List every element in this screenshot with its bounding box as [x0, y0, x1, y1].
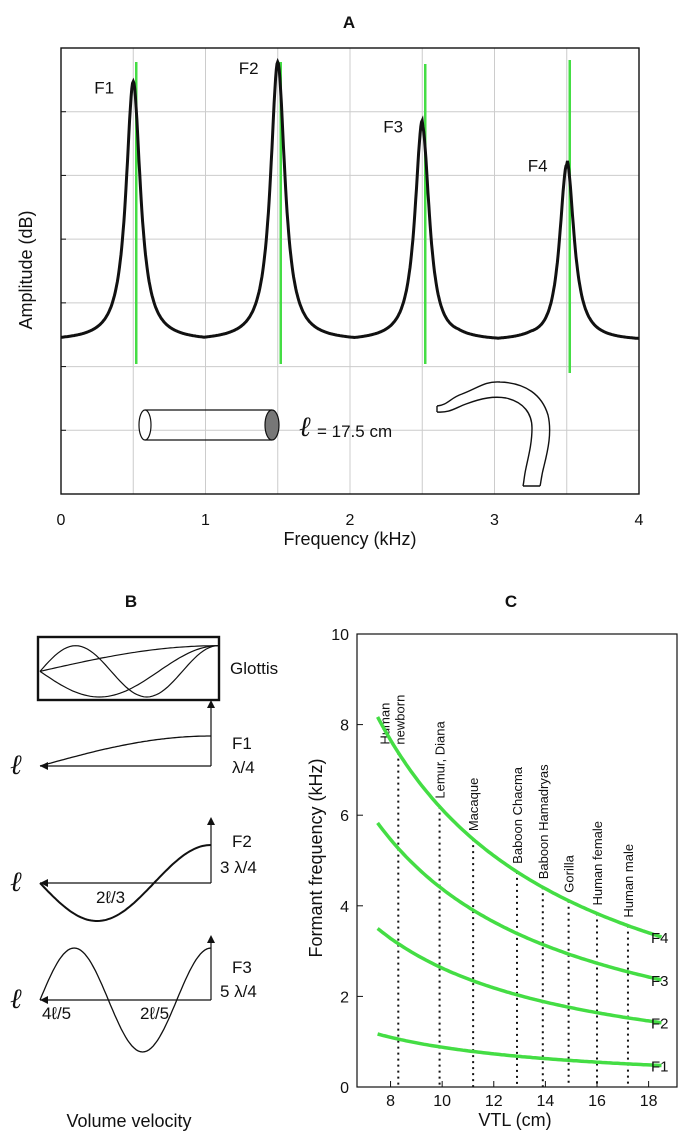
species-label: Gorilla — [562, 854, 577, 892]
axis-arrow-icon — [40, 879, 48, 887]
panel-c: C Humannewborn Lemur, Diana Macaque Baboon … — [306, 592, 678, 1130]
panel-b: B Glottis ℓ F1 λ/4 ℓ F2 3 λ/4 2ℓ/3 ℓ F3 5 λ/4 4ℓ/5… — [10, 592, 278, 1131]
panel-c-y-label: Formant frequency (kHz) — [306, 758, 326, 957]
formant-label-f1: F1 — [94, 79, 114, 98]
x-tick-label: 18 — [640, 1093, 658, 1110]
panel-c-frame — [356, 633, 678, 1088]
species-label: Macaque — [466, 778, 481, 831]
length-label: = 17.5 cm — [317, 422, 392, 441]
x-tick-label: 8 — [386, 1093, 395, 1110]
panel-a-grid — [61, 48, 639, 494]
series-label-f2: F2 — [651, 1016, 669, 1033]
x-tick-label: 10 — [433, 1093, 451, 1110]
mode-name-f1: F1 — [232, 734, 252, 753]
panel-a-x-label: Frequency (kHz) — [283, 529, 416, 549]
mode-wave-f1 — [39, 735, 211, 767]
formant-curve-f2 — [376, 927, 662, 1025]
y-tick-label: 6 — [340, 808, 349, 825]
species-lines: Humannewborn Lemur, Diana Macaque Baboon Ch… — [377, 695, 636, 1087]
panel-a-x-ticks: 0 1 2 3 4 — [57, 512, 644, 529]
series-label-f1: F1 — [651, 1059, 669, 1076]
length-symbol: ℓ — [10, 865, 22, 898]
series-label-f3: F3 — [651, 973, 669, 990]
mode-wave-f3 — [39, 947, 212, 1053]
panel-a-title: A — [343, 13, 355, 32]
series-labels: F1 F2 F3 F4 — [651, 930, 669, 1076]
formant-curves — [376, 716, 663, 1068]
formant-label-f4: F4 — [528, 157, 548, 176]
panel-c-title: C — [505, 592, 517, 611]
formant-curve-f3 — [376, 821, 662, 982]
y-tick-label: 8 — [340, 718, 349, 735]
glottis-label: Glottis — [230, 659, 278, 678]
species-label: Baboon Hamadryas — [536, 764, 551, 879]
series-label-f4: F4 — [651, 930, 669, 947]
mode-wavelength-f3: 5 λ/4 — [220, 982, 257, 1001]
x-tick-label: 12 — [485, 1093, 503, 1110]
species-label: Human male — [621, 844, 636, 918]
vocal-tract-icon — [436, 381, 551, 487]
axis-arrow-icon — [207, 700, 215, 708]
formant-label-f2: F2 — [239, 59, 259, 78]
mode-wavelength-f1: λ/4 — [232, 758, 255, 777]
x-tick-label: 1 — [201, 512, 210, 529]
formant-markers — [135, 60, 571, 373]
x-tick-label: 14 — [536, 1093, 554, 1110]
length-symbol: ℓ — [10, 748, 22, 781]
y-tick-label: 4 — [340, 899, 349, 916]
y-tick-label: 2 — [340, 989, 349, 1006]
panel-b-title: B — [125, 592, 137, 611]
tube-icon — [138, 409, 280, 441]
species-label: Baboon Chacma — [510, 766, 525, 864]
box-mode-waves — [39, 645, 219, 698]
mode-wavelength-f2: 3 λ/4 — [220, 858, 257, 877]
axis-arrow-icon — [40, 996, 48, 1004]
y-tick-label: 0 — [340, 1080, 349, 1097]
axis-arrow-icon — [207, 817, 215, 825]
node-label: 2ℓ/5 — [140, 1004, 169, 1023]
box-wave-mode-5 — [39, 645, 219, 698]
length-symbol: ℓ — [10, 982, 22, 1015]
mode-wave-f2 — [39, 844, 212, 922]
panel-a-frame — [60, 47, 640, 495]
formant-labels: F1 F2 F3 F4 — [94, 59, 547, 176]
node-label: 2ℓ/3 — [96, 888, 125, 907]
panel-a-y-label: Amplitude (dB) — [16, 210, 36, 329]
formant-curve-f1 — [377, 1032, 662, 1068]
panel-b-x-label: Volume velocity — [66, 1111, 191, 1131]
x-tick-label: 3 — [490, 512, 499, 529]
node-label: 4ℓ/5 — [42, 1004, 71, 1023]
panel-c-ticks: 8 10 12 14 16 18 0 2 4 6 8 10 — [331, 627, 657, 1110]
formant-curve-f4 — [376, 716, 663, 939]
box-wave-mode-1 — [39, 645, 218, 672]
x-tick-label: 4 — [635, 512, 644, 529]
species-label: Humannewborn — [377, 695, 407, 745]
mode-name-f3: F3 — [232, 958, 252, 977]
panel-a: A F1 F2 F3 F4 0 1 2 3 4 Frequency (kHz) Amplitu… — [16, 13, 644, 549]
spectrum-curve — [60, 57, 639, 340]
species-label: Lemur, Diana — [433, 721, 448, 799]
species-label: Human female — [590, 821, 605, 906]
glottis-box — [36, 635, 221, 702]
x-tick-label: 0 — [57, 512, 66, 529]
formant-label-f3: F3 — [383, 118, 403, 137]
length-symbol: ℓ — [299, 410, 311, 443]
mode-name-f2: F2 — [232, 832, 252, 851]
panel-c-x-label: VTL (cm) — [478, 1110, 551, 1130]
x-tick-label: 16 — [588, 1093, 606, 1110]
axis-arrow-icon — [207, 935, 215, 943]
mode-diagrams: ℓ F1 λ/4 ℓ F2 3 λ/4 2ℓ/3 ℓ F3 5 λ/4 4ℓ/5 2ℓ/5 — [10, 700, 257, 1053]
y-tick-label: 10 — [331, 627, 349, 644]
x-tick-label: 2 — [346, 512, 355, 529]
